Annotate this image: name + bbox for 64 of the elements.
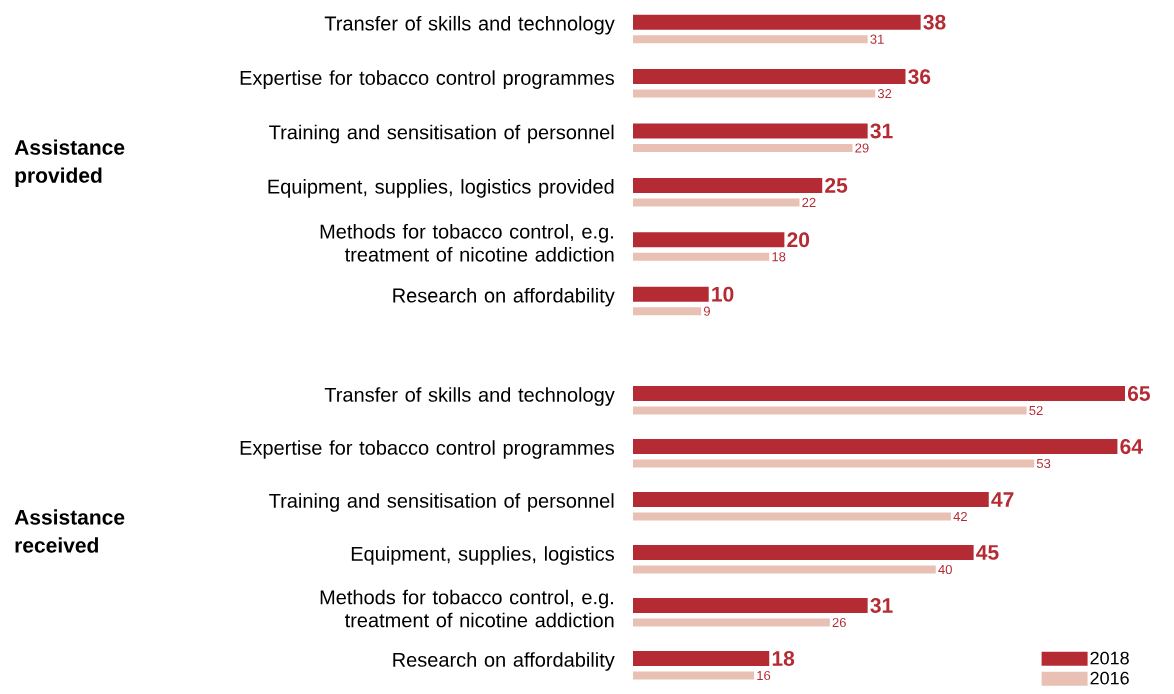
bar — [633, 618, 830, 627]
data-label: 31 — [870, 123, 893, 139]
y-tick-label: Transfer of skills and technology — [324, 15, 615, 35]
data-label: 40 — [938, 564, 952, 575]
y-tick-label: Expertise for tobacco control programmes — [240, 440, 615, 459]
data-label: 18 — [772, 651, 795, 666]
y-tick-label: Methods for tobacco control, e.g. treatment of nicotine addiction — [320, 589, 614, 628]
data-label: 26 — [832, 617, 846, 628]
bar — [633, 598, 868, 614]
data-label: 10 — [712, 286, 734, 302]
y-axis-title: Assistance received — [14, 509, 125, 553]
data-label: 16 — [757, 670, 771, 681]
bar — [633, 177, 823, 193]
data-label: 65 — [1127, 386, 1150, 401]
bar — [633, 307, 702, 316]
bar — [633, 565, 936, 574]
bar — [633, 252, 770, 261]
bar — [633, 35, 868, 44]
bar — [633, 144, 853, 152]
y-tick-label: Expertise for tobacco control programmes — [240, 70, 615, 89]
bar — [633, 459, 1035, 468]
data-label: 53 — [1036, 458, 1051, 469]
bar — [633, 69, 906, 85]
data-label: 45 — [976, 545, 999, 560]
y-tick-label: Research on affordability — [393, 287, 615, 307]
data-label: 31 — [870, 598, 893, 613]
y-tick-label: Equipment, supplies, logistics provided — [268, 179, 614, 198]
legend-label: 2018 — [1090, 651, 1129, 665]
bar — [633, 386, 1125, 402]
y-tick-label: Methods for tobacco control, e.g. treatment of nicotine addiction — [320, 223, 614, 262]
data-label: 38 — [923, 14, 946, 30]
data-label: 47 — [991, 492, 1014, 507]
y-tick-label: Training and sensitisation of personnel — [269, 124, 614, 144]
bar — [633, 406, 1027, 415]
data-label: 20 — [787, 232, 810, 248]
bar — [633, 286, 709, 302]
legend-label: 2016 — [1090, 671, 1129, 685]
bar — [633, 439, 1118, 455]
bar — [633, 545, 974, 561]
y-tick-label: Equipment, supplies, logistics — [351, 546, 615, 565]
data-label: 29 — [855, 143, 869, 153]
data-label: 52 — [1029, 405, 1043, 416]
bar — [633, 232, 785, 248]
data-label: 32 — [877, 89, 892, 99]
bar — [633, 89, 876, 98]
data-label: 64 — [1120, 439, 1143, 454]
y-tick-label: Research on affordability — [393, 652, 615, 671]
bar — [633, 651, 770, 667]
data-label: 42 — [953, 511, 967, 522]
data-label: 31 — [870, 34, 884, 44]
y-tick-label: Training and sensitisation of personnel — [269, 493, 614, 512]
bar — [633, 671, 755, 680]
data-label: 36 — [908, 69, 931, 85]
bar — [633, 14, 921, 30]
y-tick-label: Transfer of skills and technology — [324, 387, 615, 406]
data-label: 18 — [772, 252, 786, 262]
bar — [633, 492, 989, 508]
bar — [633, 198, 800, 207]
bar — [633, 512, 951, 521]
data-label: 9 — [703, 306, 710, 316]
bar — [633, 123, 868, 139]
data-label: 22 — [802, 197, 816, 207]
data-label: 25 — [825, 177, 848, 193]
y-axis-title: Assistance provided — [14, 139, 125, 187]
